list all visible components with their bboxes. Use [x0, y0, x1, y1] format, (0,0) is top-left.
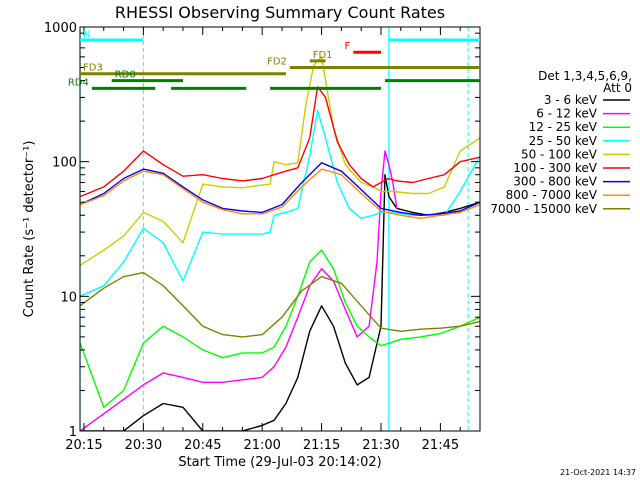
series-line-300-800-keV: [80, 162, 480, 217]
x-tick-label-2115: 21:15: [303, 438, 340, 453]
legend-label-0: 3 - 6 keV: [544, 93, 598, 107]
series-line-3-6-keV: [80, 173, 480, 431]
plot-frame: [79, 26, 481, 432]
legend-header-line-2: Att 0: [603, 81, 632, 95]
legend-label-3: 25 - 50 keV: [529, 134, 598, 148]
y-tick-label-100: 100: [52, 156, 77, 171]
footer-timestamp: 21-Oct-2021 14:37: [560, 468, 636, 477]
y-axis: 1 10 100 1000: [44, 21, 480, 440]
x-axis: 20:15 20:30 20:45 21:00 21:15 21:30 21:45: [65, 27, 481, 453]
series-line-7000-15000-keV: [80, 271, 480, 338]
legend-label-1: 6 - 12 keV: [536, 107, 598, 121]
y-tick-label-1000: 1000: [44, 21, 77, 36]
flag-label-fd2: FD2: [267, 57, 287, 68]
x-tick-label-2130: 21:30: [362, 438, 399, 453]
x-tick-label-2015: 20:15: [65, 438, 102, 453]
series-line-50-100-keV: [80, 56, 480, 266]
flag-label-f: F: [345, 41, 351, 52]
legend-label-4: 50 - 100 keV: [521, 147, 598, 161]
legend-label-2: 12 - 25 keV: [529, 120, 598, 134]
x-tick-label-2145: 21:45: [422, 438, 459, 453]
series-line-25-50-keV: [80, 109, 480, 297]
legend-label-8: 7000 - 15000 keV: [490, 202, 597, 216]
flag-label-fd1: FD1: [313, 50, 333, 61]
series-line-800-7000-keV: [80, 168, 480, 220]
legend-label-6: 300 - 800 keV: [513, 175, 597, 189]
x-tick-label-2045: 20:45: [184, 438, 221, 453]
series-line-100-300-keV: [80, 86, 480, 198]
flag-label-rd0: RD0: [115, 70, 136, 81]
x-tick-label-2030: 20:30: [125, 438, 162, 453]
legend-header-line-1: Det 1,3,4,5,6,9,: [538, 69, 632, 83]
x-axis-label: Start Time (29-Jul-03 20:14:02): [178, 455, 381, 470]
series-line-6-12-keV: [80, 150, 398, 431]
plot-area: [80, 27, 480, 431]
x-tick-label-2100: 21:00: [243, 438, 280, 453]
flag-label-n: N: [83, 29, 90, 40]
y-tick-label-10: 10: [60, 290, 77, 305]
legend-label-5: 100 - 300 keV: [513, 161, 597, 175]
flag-label-fd3: FD3: [83, 63, 103, 74]
y-axis-label: Count Rate (s⁻¹ detector⁻¹): [22, 141, 37, 318]
legend-label-7: 800 - 7000 keV: [506, 188, 598, 202]
y-tick-label-1: 1: [69, 425, 77, 440]
chart-title: RHESSI Observing Summary Count Rates: [115, 3, 445, 22]
flag-label-rd4: RD4: [68, 77, 89, 88]
